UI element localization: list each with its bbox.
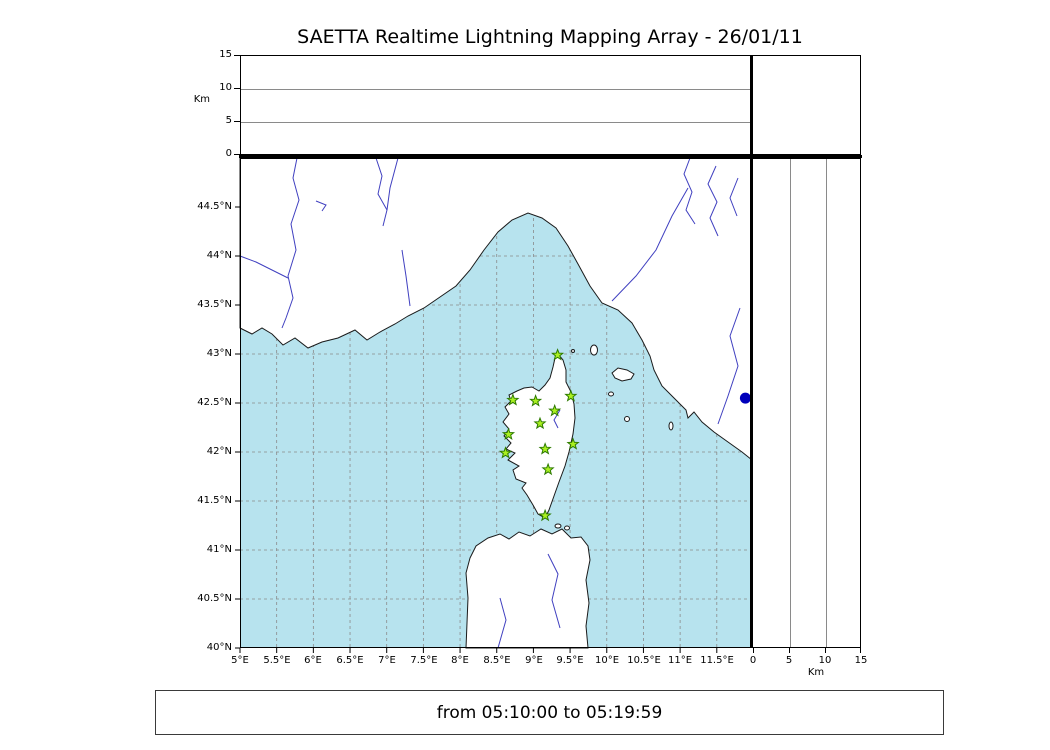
thick-vertical-divider	[750, 55, 753, 648]
tick-mark	[860, 648, 861, 653]
altitude-latitude-panel	[752, 158, 861, 648]
lon-tick-label: 7.5°E	[410, 655, 438, 666]
river-alpine-stream	[315, 200, 327, 212]
station-marker	[566, 437, 580, 450]
alt-right-tick-label: 15	[854, 655, 868, 666]
station-marker	[564, 389, 578, 402]
station-marker	[533, 416, 547, 430]
lon-tick-label: 10°E	[594, 655, 620, 666]
lon-tick-label: 5.5°E	[263, 655, 291, 666]
river-branch-b	[386, 157, 399, 211]
river-layer	[239, 157, 741, 649]
time-range-bar: from 05:10:00 to 05:19:59	[155, 690, 944, 735]
river-branch-a	[375, 157, 388, 227]
alt-left-tick-label: 0	[225, 148, 232, 159]
lon-tick-label: 9.5°E	[556, 655, 584, 666]
island-maddalena-1	[554, 523, 562, 529]
station-marker	[538, 442, 552, 455]
event-marker	[739, 392, 751, 404]
lon-tick-label: 8°E	[451, 655, 469, 666]
event-layer	[739, 392, 751, 404]
alt-right-tick-label: 5	[785, 655, 793, 666]
land-layer	[239, 157, 753, 649]
station-marker	[541, 462, 555, 476]
island-montecristo	[624, 416, 630, 422]
station-marker	[498, 446, 513, 459]
island-giglio	[668, 421, 674, 431]
lon-tick-label: 6°E	[304, 655, 322, 666]
lat-tick-label: 41.5°N	[197, 495, 232, 506]
island-maddalena-2	[564, 525, 570, 531]
altitude-longitude-panel	[240, 55, 752, 155]
map-tickmarks	[235, 206, 718, 653]
alt-left-tick-label: 5	[225, 115, 232, 126]
tick-mark	[234, 88, 240, 89]
river-var	[401, 249, 411, 307]
time-range-text: from 05:10:00 to 05:19:59	[436, 702, 663, 723]
lon-tick-label: 7°E	[378, 655, 396, 666]
river-rhone	[281, 157, 300, 329]
landmass-corsica	[502, 353, 576, 519]
station-marker	[538, 508, 552, 522]
station-marker	[551, 348, 565, 361]
altitude-gridline-10km-right	[826, 159, 827, 647]
tick-mark	[753, 648, 754, 653]
island-capraia	[590, 344, 598, 356]
alt-left-tick-label: 15	[219, 49, 232, 60]
lat-tick-label: 41°N	[206, 544, 232, 555]
lat-tick-label: 40°N	[206, 642, 232, 653]
corner-panel	[752, 55, 861, 155]
lon-tick-label: 11°E	[667, 655, 693, 666]
river-durance	[239, 255, 289, 279]
river-sardinia-west	[497, 597, 507, 649]
river-sardinia-east	[547, 553, 561, 629]
lat-tick-label: 42.5°N	[197, 397, 232, 408]
island-elba	[611, 367, 635, 382]
alt-left-tick-label: 10	[219, 82, 232, 93]
island-giraglia	[571, 349, 575, 353]
lat-tick-label: 43.5°N	[197, 299, 232, 310]
altitude-gridline-10km	[241, 89, 751, 90]
station-marker	[548, 403, 562, 417]
lon-tick-label: 6.5°E	[336, 655, 364, 666]
landmass-sardinia	[465, 528, 591, 649]
island-pianosa	[608, 391, 614, 397]
lon-tick-label: 11.5°E	[700, 655, 734, 666]
lat-tick-label: 44°N	[206, 250, 232, 261]
thick-horizontal-divider	[239, 155, 862, 158]
lon-tick-label: 5°E	[231, 655, 249, 666]
lon-tick-label: 10.5°E	[627, 655, 661, 666]
map-canvas	[235, 157, 753, 653]
lat-tick-label: 42°N	[206, 446, 232, 457]
altitude-gridline-5km-right	[790, 159, 791, 647]
tick-mark	[234, 55, 240, 56]
lon-tick-label: 9°E	[525, 655, 543, 666]
tick-mark	[234, 154, 240, 155]
alt-right-tick-label: 10	[818, 655, 832, 666]
landmass-mainland-france-italy	[239, 157, 753, 462]
tick-mark	[825, 648, 826, 653]
alt-right-tick-label: 0	[749, 655, 757, 666]
lat-tick-label: 44.5°N	[197, 201, 232, 212]
figure-title: SAETTA Realtime Lightning Mapping Array …	[297, 26, 803, 48]
altitude-gridline-5km	[241, 122, 751, 123]
lat-tick-label: 40.5°N	[197, 593, 232, 604]
river-tiber	[717, 307, 741, 425]
lat-tick-label: 43°N	[206, 348, 232, 359]
alt-right-axis-unit: Km	[807, 667, 825, 678]
river-po-area-1	[683, 157, 696, 225]
tick-mark	[789, 648, 790, 653]
river-po-area-3	[729, 177, 739, 217]
lon-tick-label: 8.5°E	[483, 655, 511, 666]
tick-mark	[234, 121, 240, 122]
river-po-area-2	[707, 165, 719, 237]
station-marker	[501, 427, 516, 440]
river-arno	[611, 187, 689, 302]
river-corsica	[553, 409, 561, 429]
station-marker	[506, 393, 520, 406]
station-marker	[529, 394, 543, 407]
alt-left-axis-unit: Km	[193, 94, 210, 105]
station-layer	[498, 348, 580, 522]
